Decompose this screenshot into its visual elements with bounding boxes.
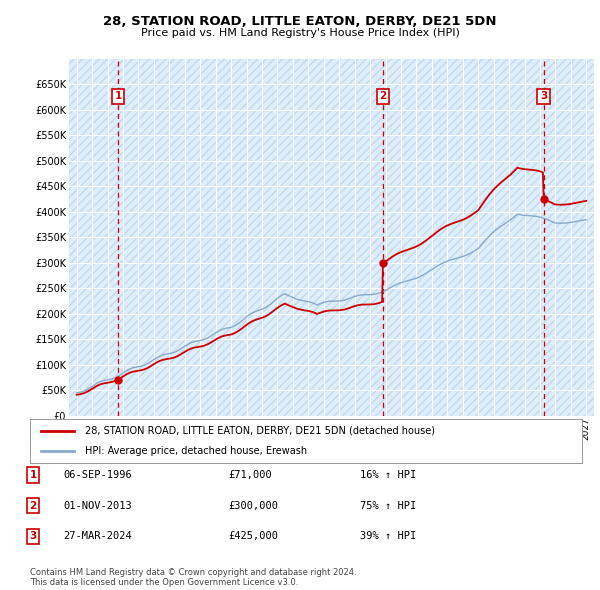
Text: £425,000: £425,000 — [228, 532, 278, 541]
Text: 06-SEP-1996: 06-SEP-1996 — [63, 470, 132, 480]
Text: 28, STATION ROAD, LITTLE EATON, DERBY, DE21 5DN (detached house): 28, STATION ROAD, LITTLE EATON, DERBY, D… — [85, 426, 435, 436]
Text: 75% ↑ HPI: 75% ↑ HPI — [360, 501, 416, 510]
Text: £71,000: £71,000 — [228, 470, 272, 480]
Text: 28, STATION ROAD, LITTLE EATON, DERBY, DE21 5DN: 28, STATION ROAD, LITTLE EATON, DERBY, D… — [103, 15, 497, 28]
Text: 27-MAR-2024: 27-MAR-2024 — [63, 532, 132, 541]
Text: 3: 3 — [540, 91, 547, 101]
Text: £300,000: £300,000 — [228, 501, 278, 510]
Text: 2: 2 — [29, 501, 37, 510]
Text: Contains HM Land Registry data © Crown copyright and database right 2024.
This d: Contains HM Land Registry data © Crown c… — [30, 568, 356, 587]
Text: 3: 3 — [29, 532, 37, 541]
Text: 16% ↑ HPI: 16% ↑ HPI — [360, 470, 416, 480]
Text: 1: 1 — [29, 470, 37, 480]
Text: 2: 2 — [379, 91, 386, 101]
Text: Price paid vs. HM Land Registry's House Price Index (HPI): Price paid vs. HM Land Registry's House … — [140, 28, 460, 38]
Text: 1: 1 — [115, 91, 122, 101]
Text: 39% ↑ HPI: 39% ↑ HPI — [360, 532, 416, 541]
Text: 01-NOV-2013: 01-NOV-2013 — [63, 501, 132, 510]
Text: HPI: Average price, detached house, Erewash: HPI: Average price, detached house, Erew… — [85, 446, 307, 456]
